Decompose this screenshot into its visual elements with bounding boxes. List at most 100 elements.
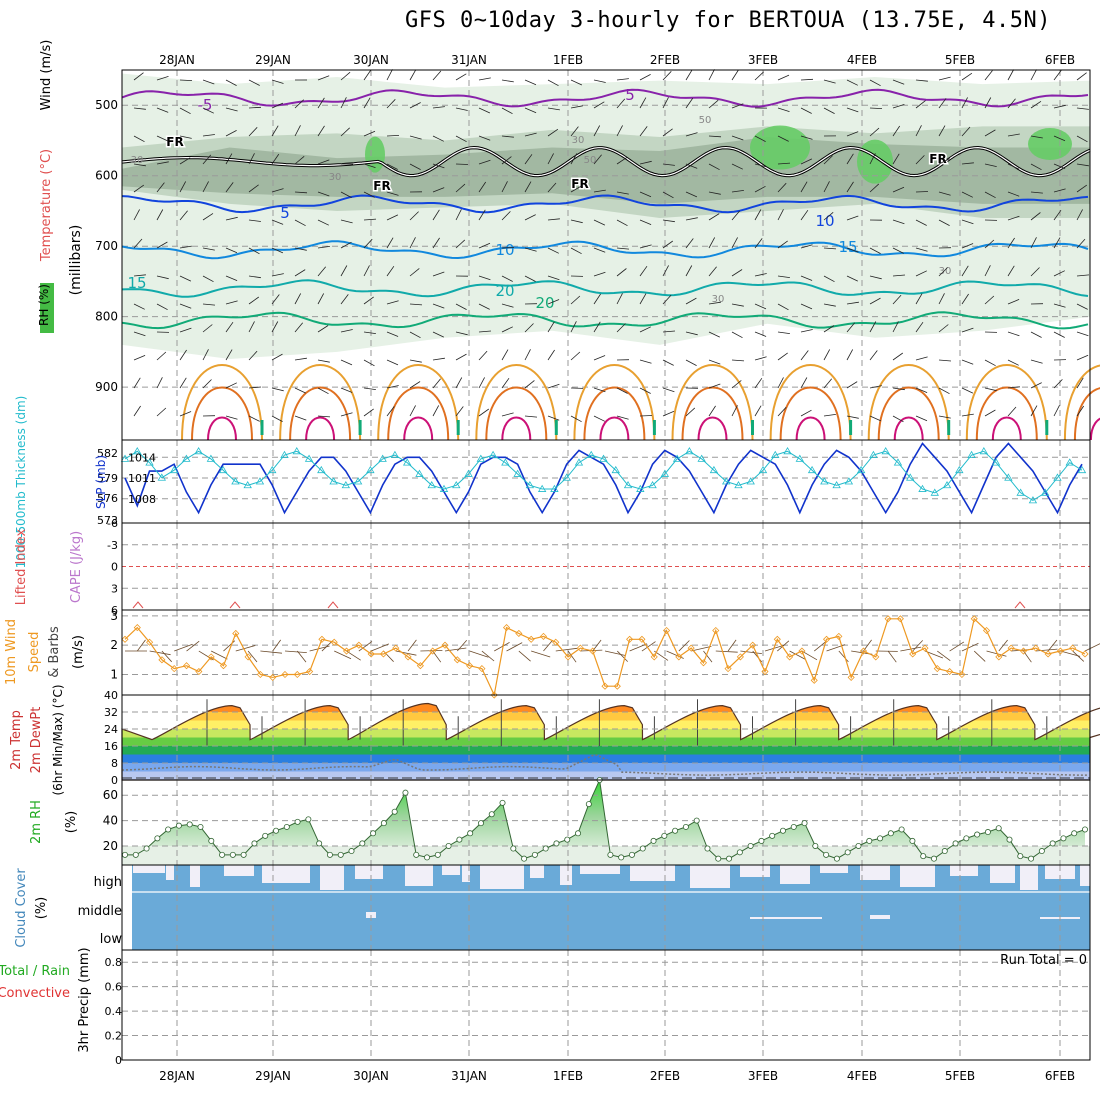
wind-barb <box>1054 332 1065 338</box>
wind-barb <box>870 351 877 361</box>
rh2m-point <box>770 833 775 838</box>
cloud-gap-high <box>950 865 978 876</box>
rh2m-point <box>554 841 559 846</box>
rh2m-point <box>824 852 829 857</box>
bottom-date-label: 4FEB <box>847 1069 877 1083</box>
wind-barb <box>295 416 306 420</box>
wind-barb <box>663 71 671 80</box>
rh2m-point <box>575 831 580 836</box>
bl-isotherm-arch <box>673 365 753 440</box>
surface-wind-barb <box>150 651 171 655</box>
rh2m-point <box>414 852 419 857</box>
wind-barb <box>732 360 744 361</box>
surface-wind-barb <box>1085 643 1100 651</box>
wind-barb <box>1054 379 1062 388</box>
rh2m-point <box>748 843 753 848</box>
cloud-level-label: middle <box>78 904 122 919</box>
wind-barb <box>157 408 166 416</box>
li-tick: -3 <box>107 539 118 552</box>
rh2m-point <box>586 802 591 807</box>
rh2m-point <box>489 812 494 817</box>
ylabel-convective: Convective <box>0 986 70 1001</box>
wind-barb <box>502 248 514 249</box>
surface-wind-barb <box>248 651 257 662</box>
wind-barb <box>410 405 416 416</box>
wind-barb <box>801 351 808 361</box>
top-date-label: 29JAN <box>255 53 291 67</box>
page-title: GFS 0~10day 3-hourly for BERTOUA (13.75E… <box>405 8 1051 33</box>
surface-wind-barb <box>507 643 523 651</box>
wind-barb <box>157 377 162 388</box>
rh2m-point <box>230 852 235 857</box>
precip-panel <box>122 950 1090 1060</box>
rh2m-point <box>608 852 613 857</box>
cloud-level-label: high <box>94 875 122 890</box>
rh-contour-label: 30 <box>939 266 952 277</box>
rh2m-point <box>1039 848 1044 853</box>
rh2m-point <box>1072 831 1077 836</box>
top-date-label: 31JAN <box>451 53 487 67</box>
wind-barb <box>410 360 422 362</box>
pressure-tick: 600 <box>95 169 118 183</box>
bottom-date-label: 29JAN <box>255 1069 291 1083</box>
wind-barb <box>479 409 489 416</box>
wind-barb <box>502 413 514 416</box>
wind-barb <box>801 330 813 333</box>
wind-barb <box>295 388 306 393</box>
wind-barb <box>1077 355 1088 360</box>
wind-barb <box>525 416 537 417</box>
surface-wind-barb <box>285 651 307 653</box>
ylabel-speed: Speed <box>27 632 42 673</box>
wind-barb <box>1077 332 1088 336</box>
freezing-level-label: FR <box>166 135 183 149</box>
rh2m-point <box>953 841 958 846</box>
rh2m-point <box>651 838 656 843</box>
rh2m-point <box>155 836 160 841</box>
pressure-tick: 900 <box>95 380 118 394</box>
cloud-gap-high <box>630 865 675 881</box>
bl-isotherm-arch <box>182 365 262 440</box>
bl-isotherm-arch <box>1091 418 1100 441</box>
bottom-date-label: 1FEB <box>553 1069 583 1083</box>
temp-tick: 32 <box>104 706 118 719</box>
bl-isotherm-arch <box>977 388 1037 441</box>
bl-isotherm-arch <box>895 418 923 441</box>
surface-wind-barb <box>888 651 896 662</box>
wind-barb <box>870 416 881 421</box>
bottom-date-label: 5FEB <box>945 1069 975 1083</box>
wind-barb <box>594 416 605 421</box>
ylabel-2m-dewpt: 2m DewPt <box>29 707 44 774</box>
wind-barb <box>732 70 739 80</box>
wind-barb <box>134 378 140 388</box>
temp-tick: 16 <box>104 740 118 753</box>
rh2m-point <box>176 823 181 828</box>
rh-contour-label: 30 <box>329 172 342 183</box>
rh2m-point <box>478 821 483 826</box>
rh2m-point <box>198 824 203 829</box>
cloud-gap-high <box>133 865 165 873</box>
rh2m-point <box>133 852 138 857</box>
ylabel-2m-rh: 2m RH <box>29 800 44 844</box>
wind-barb <box>985 410 995 416</box>
wind-barb <box>916 416 927 421</box>
wind-barb <box>916 357 928 360</box>
precip-tick: 0.2 <box>105 1030 123 1043</box>
rh2m-point <box>446 843 451 848</box>
cape-blip <box>133 602 143 608</box>
bl-isotherm-arch <box>486 388 546 441</box>
ylabel-cloud-cover: Cloud Cover <box>14 868 29 948</box>
wind-barb <box>180 412 191 417</box>
li-tick: -6 <box>107 517 118 530</box>
wind-barb <box>180 378 186 388</box>
wind-barb <box>410 70 416 80</box>
cloud-gap-high <box>820 865 848 873</box>
wind-barb <box>962 73 972 80</box>
rh-tick: 20 <box>103 839 118 853</box>
temp-band <box>122 755 1090 764</box>
wind-barb <box>709 360 720 364</box>
rh2m-point <box>877 836 882 841</box>
rh2m-point <box>899 827 904 832</box>
bottom-date-label: 6FEB <box>1045 1069 1075 1083</box>
wind-barb <box>433 379 441 388</box>
